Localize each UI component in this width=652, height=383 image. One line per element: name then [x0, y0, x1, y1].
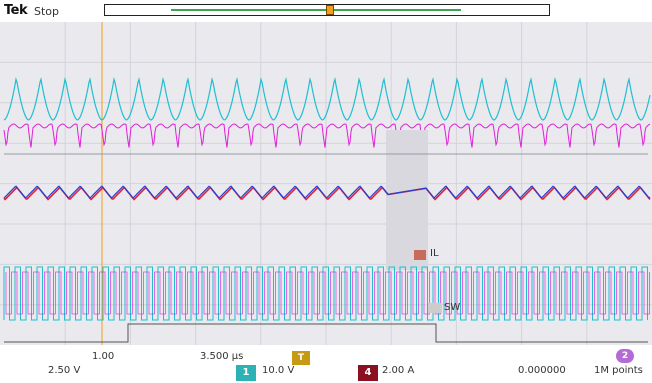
ch1-trace [3, 77, 651, 121]
sw-trace-label: SW [444, 302, 461, 313]
zoom-overlay-region [386, 130, 428, 270]
ch4-badge[interactable]: 4 [358, 365, 378, 381]
brand-logo: Tek [4, 3, 28, 18]
position-scale[interactable]: 1.00 [92, 351, 115, 362]
trigger-position-marker[interactable] [326, 5, 334, 15]
timebase-readout[interactable]: 3.500 µs [200, 351, 244, 362]
sw-ch2-trace [5, 271, 650, 315]
record-window-indicator[interactable] [171, 9, 461, 11]
ch1-scale[interactable]: 10.0 V [262, 365, 295, 376]
record-view-bar[interactable] [104, 4, 550, 16]
sw-trace-marker[interactable] [428, 303, 442, 313]
trigger-badge[interactable]: T [292, 351, 310, 365]
status-header: Tek Stop [0, 0, 652, 22]
ch3-trace [3, 185, 651, 199]
trigger-delay[interactable]: 0.000000 [518, 365, 566, 376]
graticule-gridlines [0, 22, 652, 345]
il-trace-marker[interactable] [414, 250, 426, 260]
waveform-graticule[interactable] [0, 22, 652, 345]
ch1-badge[interactable]: 1 [236, 365, 256, 381]
math-badge[interactable]: 2 [616, 349, 634, 363]
acquisition-state[interactable]: Stop [34, 5, 60, 18]
logic-trace [4, 323, 648, 343]
sw-ch1-trace [3, 266, 648, 321]
waveform-traces [3, 22, 651, 345]
il-trace-label: IL [430, 248, 439, 259]
record-length[interactable]: 1M points [594, 365, 643, 376]
ch2-trace [3, 123, 651, 148]
settings-bar: 2.50 V 1.00 3.500 µs 10.0 V 2.00 A 0.000… [0, 345, 652, 383]
ch2-scale[interactable]: 2.50 V [48, 365, 81, 376]
ch4-scale[interactable]: 2.00 A [382, 365, 415, 376]
